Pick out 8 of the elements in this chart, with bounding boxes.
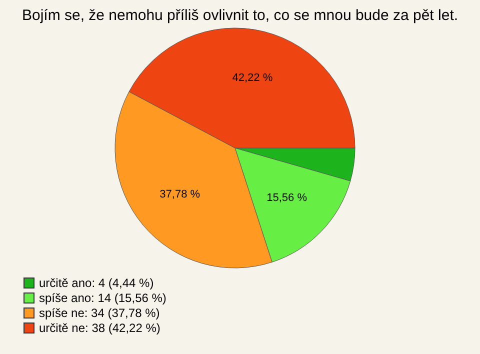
chart-title: Bojím se, že nemohu příliš ovlivnit to, co se mnou bude za pět let. — [22, 7, 458, 24]
legend-label: spíše ano: 14 (15,56 %) — [39, 291, 166, 305]
legend-label: určitě ano: 4 (4,44 %) — [39, 276, 154, 290]
legend-label: spíše ne: 34 (37,78 %) — [39, 306, 160, 320]
data-label: 15,56 % — [266, 192, 308, 204]
legend-label: určitě ne: 38 (42,22 %) — [39, 321, 160, 335]
data-label: 42,22 % — [232, 72, 273, 84]
data-label: 37,78 % — [160, 188, 200, 200]
